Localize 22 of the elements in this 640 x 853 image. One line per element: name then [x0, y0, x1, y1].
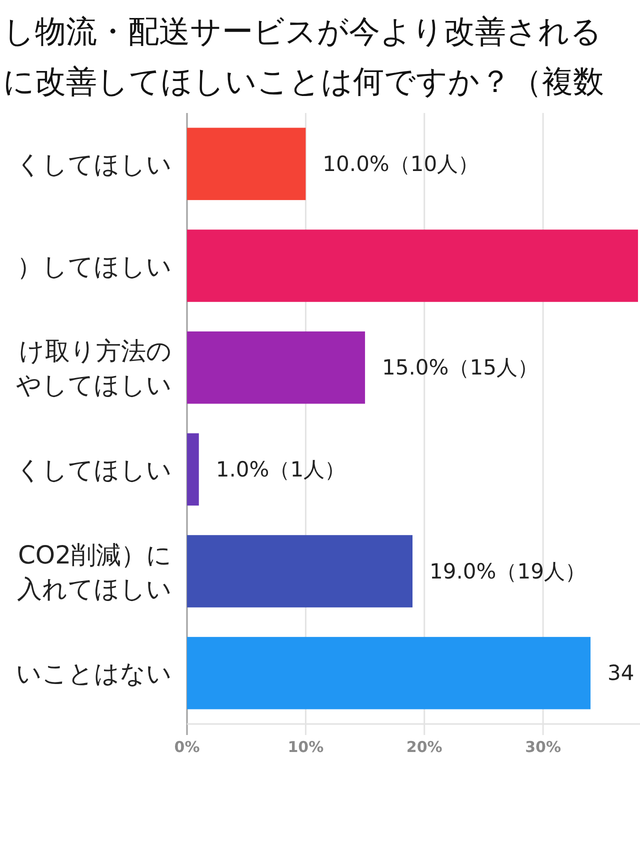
data-label: 34 [608, 661, 634, 686]
x-tick-label: 0% [174, 738, 200, 756]
data-label: 1.0%（1人） [216, 457, 346, 482]
x-tick-label: 20% [406, 738, 442, 756]
x-tick-label: 10% [288, 738, 324, 756]
y-tick-label: いことはない [16, 659, 172, 688]
y-tick-label: け取り方法のやしてほしい [16, 336, 172, 400]
y-tick-label: くしてほしい [16, 455, 172, 484]
data-label: 19.0%（19人） [430, 559, 586, 584]
bar [187, 128, 306, 200]
y-tick-label: ）してほしい [17, 252, 172, 281]
x-tick-label: 30% [525, 738, 562, 756]
bar [187, 331, 366, 404]
bar [187, 433, 199, 506]
bar [187, 230, 638, 302]
bar [187, 636, 591, 710]
bar [187, 535, 412, 608]
data-label: 10.0%（10人） [322, 152, 480, 176]
chart-title: し物流・配送サービスが今より改善されるに改善してほしいことは何ですか？（複数 [3, 14, 604, 100]
y-tick-label: くしてほしい [16, 150, 172, 179]
y-tick-label: CO2削減）に入れてほしい [17, 540, 172, 604]
data-label: 15.0%（15人） [382, 356, 538, 380]
